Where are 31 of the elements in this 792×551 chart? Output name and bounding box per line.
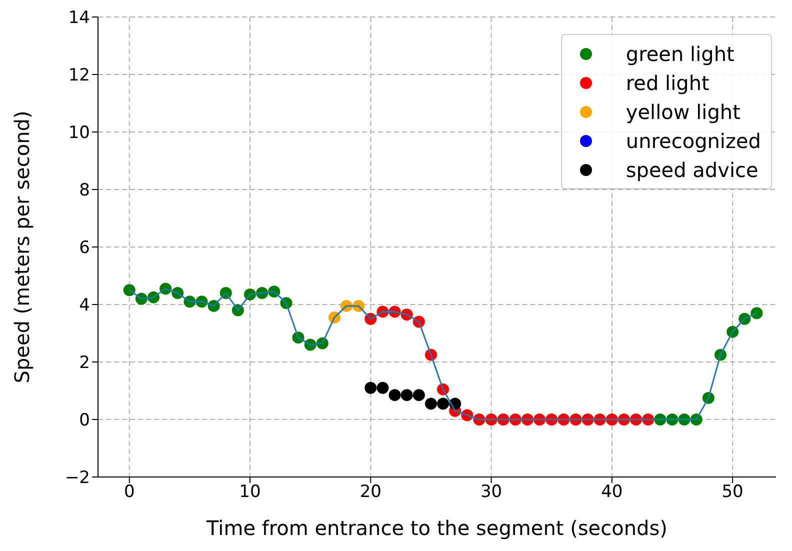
y-tick-label: 2 — [79, 353, 90, 374]
y-tick-label: 12 — [68, 66, 90, 86]
x-tick-label: 30 — [480, 482, 502, 502]
y-tick-label: 4 — [79, 296, 90, 316]
point — [437, 398, 450, 410]
y-tick-label: 6 — [79, 238, 90, 258]
legend-label: red light — [626, 70, 710, 94]
y-tick-label: −2 — [64, 468, 90, 488]
point — [376, 382, 389, 394]
point — [424, 398, 437, 410]
y-tick-label: 0 — [79, 410, 90, 431]
x-tick-label: 0 — [124, 482, 135, 502]
point — [400, 389, 413, 402]
x-tick-label: 20 — [360, 482, 382, 502]
point — [750, 307, 763, 320]
y-axis-title: Speed (meters per second) — [10, 110, 34, 384]
legend-label: green light — [626, 42, 734, 66]
x-tick-label: 40 — [601, 482, 623, 502]
legend-label: yellow light — [626, 100, 740, 124]
legend-label: unrecognized — [626, 128, 761, 152]
point — [123, 284, 136, 296]
y-tick-label: 14 — [68, 8, 90, 28]
x-axis-title: Time from entrance to the segment (seconds) — [206, 516, 668, 540]
x-tick-label: 50 — [722, 482, 744, 502]
y-tick-label: 10 — [68, 123, 90, 144]
legend-label: speed advice — [626, 158, 758, 182]
point — [388, 389, 401, 402]
point — [364, 382, 377, 394]
point — [412, 389, 425, 402]
x-tick-label: 10 — [239, 482, 261, 502]
y-tick-label: 8 — [79, 180, 90, 201]
